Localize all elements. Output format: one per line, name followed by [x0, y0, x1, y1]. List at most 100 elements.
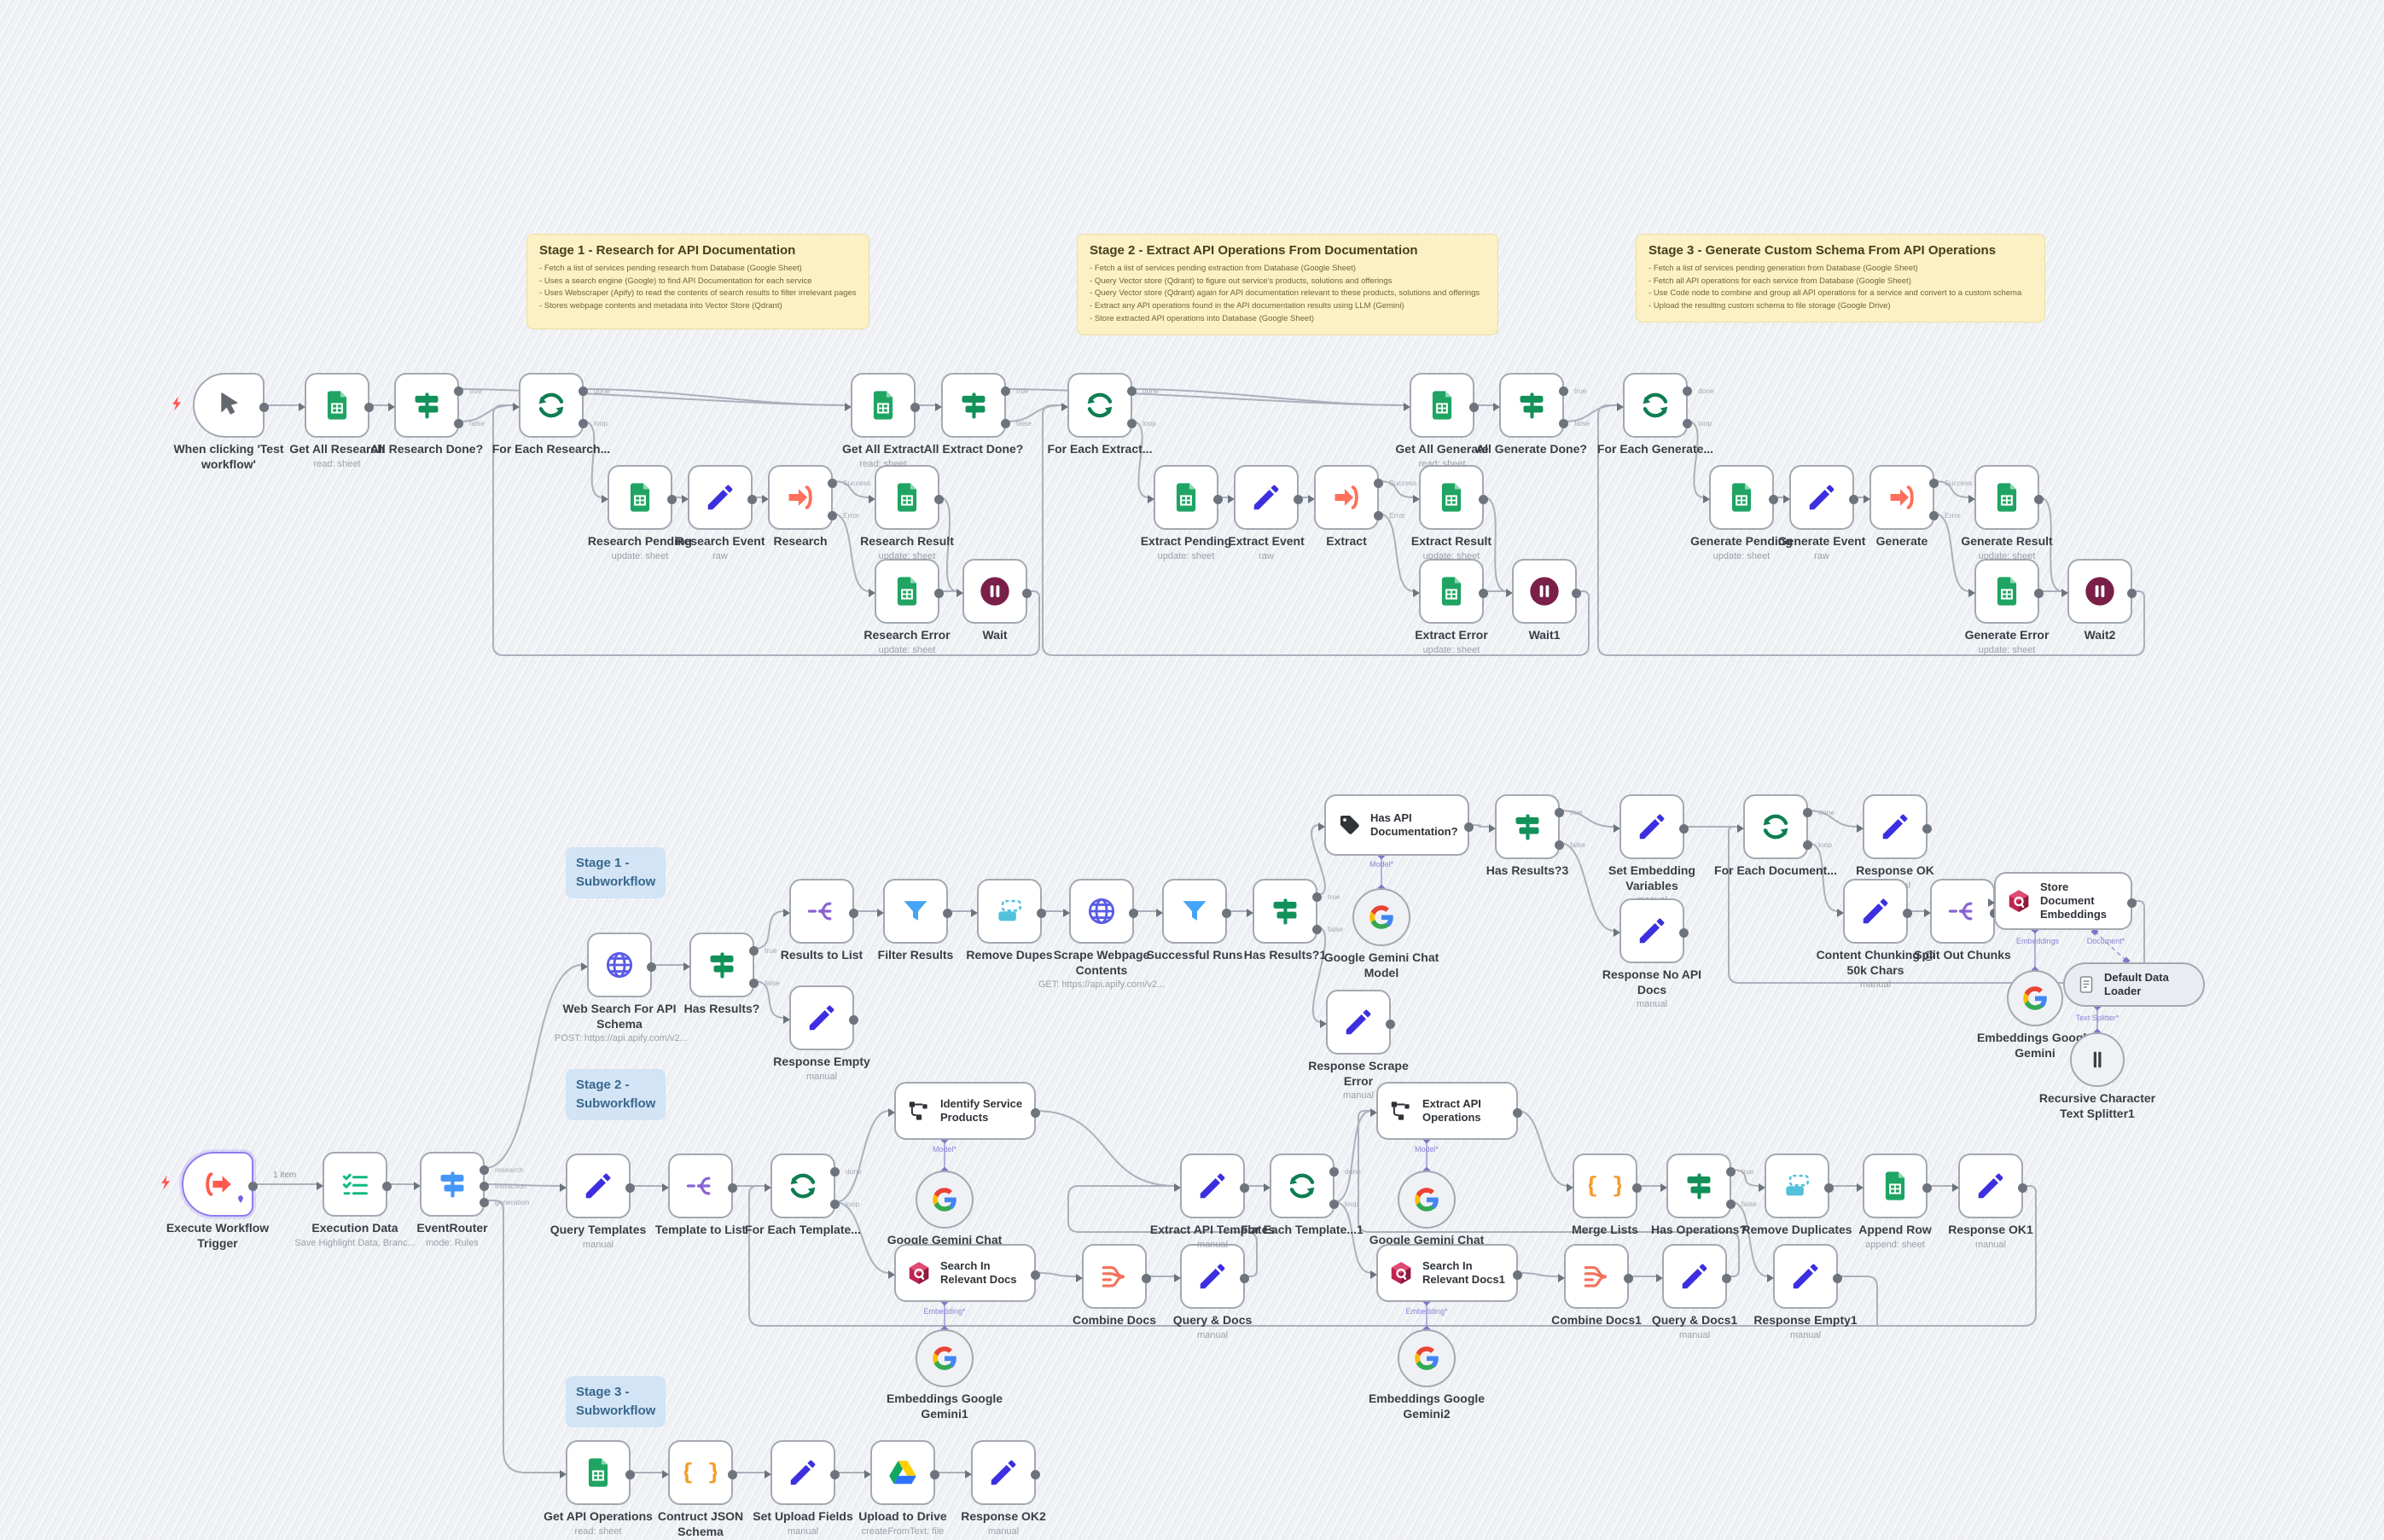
node-s1n[interactable]: Set Embedding Variablesmanual [1608, 794, 1695, 905]
output-port[interactable] [1329, 1199, 1339, 1209]
node-t14[interactable]: Extract Pending update: sheet [1141, 465, 1231, 561]
output-port[interactable] [1722, 1273, 1731, 1283]
input-port[interactable] [513, 402, 520, 411]
output-port[interactable] [1312, 924, 1322, 934]
output-port[interactable] [1022, 588, 1032, 598]
output-port[interactable] [728, 1469, 737, 1479]
output-port[interactable] [1479, 494, 1488, 504]
input-port[interactable] [682, 494, 689, 503]
output-port[interactable] [2127, 898, 2137, 908]
output-port[interactable] [1031, 1469, 1040, 1479]
node-s2n[interactable]: Search In Relevant Docs1 [1370, 1244, 1522, 1302]
input-port[interactable] [299, 402, 305, 411]
node-b2[interactable]: Execution Data Save Highlight Data, Branc… [294, 1152, 416, 1248]
sticky-note-stage-3[interactable]: Stage 3 - Generate Custom Schema From AP… [1636, 234, 2045, 323]
node-s1q[interactable]: Response OKmanual [1856, 794, 1934, 891]
output-port[interactable] [1329, 1166, 1339, 1177]
output-port[interactable] [828, 510, 837, 520]
node-s2c[interactable]: For Each Template... done loop [745, 1154, 862, 1236]
node-t23[interactable]: Generate Pending update: sheet [1690, 465, 1793, 561]
input-port[interactable] [1759, 1183, 1765, 1192]
output-port[interactable] [1001, 386, 1010, 396]
output-port[interactable] [1769, 494, 1778, 504]
input-port[interactable] [1857, 823, 1864, 833]
output-port[interactable] [1922, 823, 1932, 834]
input-port[interactable] [1370, 1270, 1377, 1279]
input-port[interactable] [765, 1469, 771, 1479]
node-s2s[interactable]: { } Merge Lists [1567, 1154, 1642, 1236]
input-port[interactable] [762, 494, 769, 503]
input-port[interactable] [783, 908, 790, 917]
input-port[interactable] [1783, 494, 1790, 503]
output-port[interactable] [934, 588, 944, 598]
output-port[interactable] [749, 945, 759, 956]
input-port[interactable] [560, 1469, 567, 1479]
output-port[interactable] [943, 908, 952, 918]
input-port[interactable] [1567, 1183, 1573, 1192]
output-port[interactable] [830, 1166, 840, 1177]
input-port[interactable] [1370, 1107, 1377, 1117]
node-t9[interactable]: Research Error update: sheet [863, 559, 951, 655]
input-port[interactable] [869, 588, 875, 597]
output-port[interactable] [1127, 386, 1137, 396]
node-t18[interactable]: Extract Error update: sheet [1413, 559, 1488, 655]
node-t26[interactable]: Generate Result update: sheet [1961, 465, 2053, 561]
input-port[interactable] [1076, 1273, 1083, 1282]
sticky-note-subworkflow-2[interactable]: Stage 2 - Subworkflow [566, 1069, 666, 1120]
node-s2e[interactable]: Google Gemini Chat Model2 [887, 1171, 1002, 1262]
node-s1r[interactable]: Content Chunking @ 50k Chars manual [1817, 879, 1934, 990]
node-s1t[interactable]: Store Document Embeddings [1988, 872, 2137, 930]
input-port[interactable] [1617, 402, 1624, 411]
input-port[interactable] [662, 1183, 669, 1192]
output-port[interactable] [2127, 588, 2137, 598]
node-t21[interactable]: All Generate Done? true false [1476, 373, 1590, 456]
input-port[interactable] [1318, 822, 1325, 831]
input-port[interactable] [1660, 1183, 1667, 1192]
node-s2g[interactable]: Embeddings Google Gemini1 [887, 1329, 1003, 1421]
output-port[interactable] [1679, 927, 1689, 938]
output-port[interactable] [1469, 402, 1479, 412]
output-port[interactable] [830, 1469, 840, 1479]
node-s1v[interactable]: Default Data Loader [2063, 962, 2205, 1007]
output-port[interactable] [2034, 588, 2044, 598]
node-t4[interactable]: For Each Research... done loop [492, 373, 610, 456]
input-port[interactable] [602, 494, 608, 503]
node-s1i[interactable]: Response Empty manual [773, 985, 870, 1082]
node-t24[interactable]: Generate Event raw [1778, 465, 1865, 561]
output-port[interactable] [1559, 418, 1568, 428]
node-b3[interactable]: EventRouter mode: Rules research extraction… [414, 1152, 529, 1248]
node-s2v[interactable]: Append Row append: sheet [1857, 1154, 1932, 1250]
node-s2h[interactable]: Combine Docs [1073, 1244, 1156, 1327]
output-port[interactable] [728, 1183, 737, 1193]
node-t1[interactable]: When clicking 'Test workflow' [173, 373, 284, 471]
input-port[interactable] [1767, 1273, 1774, 1282]
input-port[interactable] [864, 1469, 871, 1479]
node-s1j[interactable]: Has API Documentation? [1318, 794, 1474, 856]
output-port[interactable] [934, 494, 944, 504]
input-port[interactable] [1614, 823, 1620, 833]
output-port[interactable] [259, 402, 269, 412]
node-s2b[interactable]: Template to List [655, 1154, 746, 1236]
output-port[interactable] [1240, 1183, 1249, 1193]
input-port[interactable] [1968, 494, 1975, 503]
output-port[interactable] [1464, 822, 1474, 832]
input-port[interactable] [1703, 494, 1710, 503]
node-s1e[interactable]: Remove Dupes [966, 879, 1053, 962]
output-port[interactable] [647, 962, 656, 972]
output-port[interactable] [828, 478, 837, 488]
output-port[interactable] [1240, 1273, 1249, 1283]
node-s1o[interactable]: Response No API Docs manual [1602, 898, 1701, 1009]
input-port[interactable] [1413, 588, 1420, 597]
input-port[interactable] [935, 402, 942, 411]
input-port[interactable] [1404, 402, 1410, 411]
node-t7[interactable]: Research Success Error [762, 465, 870, 548]
node-t19[interactable]: Wait1 [1506, 559, 1581, 642]
input-port[interactable] [1558, 1273, 1565, 1282]
node-s1g[interactable]: Successful Runs [1147, 879, 1242, 962]
node-s3e[interactable]: Response OK2 manual [961, 1440, 1046, 1537]
node-t6[interactable]: Research Event raw [675, 465, 765, 561]
node-b1[interactable]: Execute Workflow Trigger [166, 1152, 269, 1250]
output-port[interactable] [1386, 1019, 1395, 1029]
input-port[interactable] [1968, 588, 1975, 597]
